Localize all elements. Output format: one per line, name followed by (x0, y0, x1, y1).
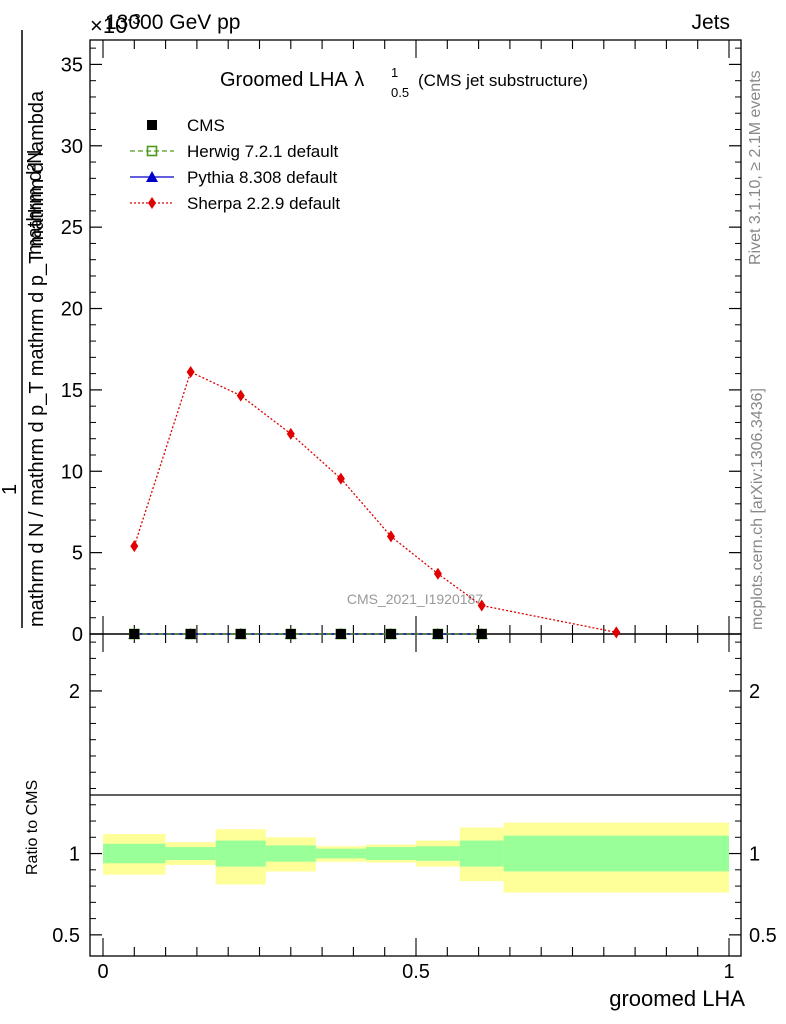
series-layer (128, 365, 621, 640)
ratio-y-tick-label: 2 (69, 681, 80, 703)
ratio-inner-band-7 (459, 840, 504, 867)
header-left: 13000 GeV pp (105, 11, 240, 34)
main-y-tick-label: 15 (61, 380, 83, 402)
header-right: Jets (691, 11, 730, 34)
legend-label: Sherpa 2.2.9 default (187, 194, 340, 213)
series-cms (129, 629, 487, 639)
ratio-inner-band-5 (365, 847, 416, 861)
ratio-inner-band-2 (215, 840, 266, 867)
main-y-tick-label: 5 (72, 543, 83, 565)
data-point (186, 365, 195, 378)
ratio-inner-band-3 (265, 845, 316, 862)
data-point (336, 472, 345, 485)
main-y-label: mathrm d²N 1 mathrm d N / mathrm d p_T m… (0, 30, 48, 628)
rivet-label: Rivet 3.1.10, ≥ 2.1M events (747, 70, 764, 265)
y-label-prefix: 1 (0, 484, 21, 495)
ratio-inner-band-4 (315, 848, 366, 859)
legend-marker (146, 171, 158, 182)
data-point (476, 629, 487, 639)
main-y-axis: 0 5 10 15 20 25 30 35 (61, 47, 741, 646)
ratio-inner-band-8 (503, 835, 729, 872)
data-point (129, 629, 140, 639)
mcplots-label: mcplots.cern.ch [arXiv:1306.3436] (749, 388, 766, 630)
x-tick-label: 0 (97, 961, 108, 983)
legend: CMS Herwig 7.2.1 default Pythia 8.308 defa… (130, 116, 340, 213)
data-point (285, 629, 296, 639)
ratio-y-tick-label: 1 (69, 844, 80, 866)
x-tick-label: 0.5 (402, 961, 430, 983)
data-point (235, 629, 246, 639)
data-point (385, 629, 396, 639)
main-y-tick-label: 35 (61, 54, 83, 76)
x-tick-label: 1 (723, 961, 734, 983)
data-point (612, 626, 621, 639)
data-point (477, 599, 486, 612)
ratio-y-axis: 0.5 0.5 1 1 2 2 (52, 641, 777, 947)
data-point (185, 629, 196, 639)
legend-marker (148, 197, 156, 209)
y-label-numerator: mathrm d²N (24, 149, 46, 255)
main-y-tick-label: 30 (61, 136, 83, 158)
plot-title-suffix: (CMS jet substructure) (418, 71, 588, 90)
ratio-inner-band-0 (103, 843, 166, 864)
data-point (432, 629, 443, 639)
ratio-bands (103, 822, 729, 893)
data-point (386, 530, 395, 543)
ratio-y-tick-label-right: 1 (749, 844, 760, 866)
legend-label: CMS (187, 116, 225, 135)
plot-title-sub: 0.5 (391, 85, 409, 100)
main-y-tick-label: 10 (61, 461, 83, 483)
legend-label: Herwig 7.2.1 default (187, 142, 338, 161)
data-point (433, 567, 442, 580)
series-sherpa (130, 365, 621, 639)
ratio-inner-band-1 (165, 847, 216, 861)
plot-title-sup: 1 (391, 65, 398, 80)
header-exponent: ×10-3 (90, 11, 141, 38)
data-point (236, 389, 245, 402)
data-point (335, 629, 346, 639)
main-y-tick-label: 20 (61, 299, 83, 321)
ratio-y-label: Ratio to CMS (24, 780, 41, 875)
legend-marker (147, 120, 157, 130)
data-point (286, 427, 295, 440)
watermark: CMS_2021_I1920187 (347, 591, 483, 607)
ratio-y-tick-label: 0.5 (52, 925, 80, 947)
legend-marker (146, 145, 158, 157)
ratio-y-tick-label-right: 0.5 (749, 925, 777, 947)
main-y-tick-label: 0 (72, 624, 83, 646)
x-axis-label: groomed LHA (609, 986, 745, 1011)
ratio-inner-band-6 (416, 846, 460, 861)
data-point (130, 540, 139, 553)
plot-title: Groomed LHA λ (220, 69, 364, 91)
y-label-denominator: mathrm d N / mathrm d p_T mathrm d p_T m… (26, 90, 48, 627)
legend-label: Pythia 8.308 default (187, 168, 338, 187)
main-y-tick-label: 25 (61, 217, 83, 239)
ratio-y-tick-label-right: 2 (749, 681, 760, 703)
